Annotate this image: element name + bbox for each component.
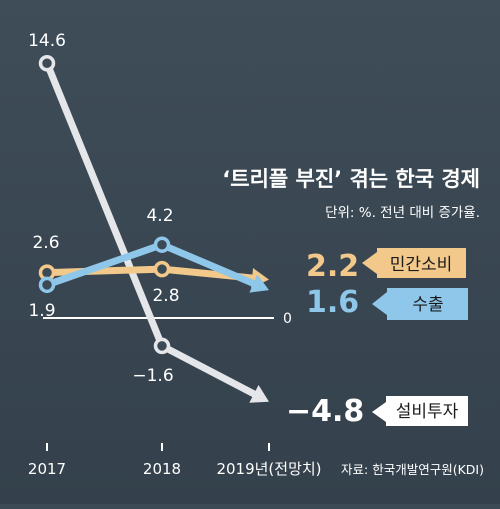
x-label-2019: 2019년(전망치) [216,460,321,478]
investment-marker-2018 [153,337,171,355]
export-line-segment-1 [43,241,166,289]
tag-investment-box [372,396,468,426]
label-consumption-2017: 2.6 [32,233,59,253]
end-value-investment: −4.8 [286,394,364,429]
label-consumption-2018: 2.8 [152,286,179,306]
source-note: 자료: 한국개발연구원(KDI) [341,462,484,477]
export-marker-2018 [153,236,171,253]
tag-consumption: 민간소비 [362,248,466,278]
investment-line-segment-1 [43,59,166,350]
end-value-consumption: 2.2 [306,249,359,284]
tag-investment: 설비투자 [372,396,468,426]
investment-marker-2017 [38,54,56,72]
series-investment [38,54,269,403]
x-label-2018: 2018 [143,460,181,478]
end-value-export: 1.6 [306,285,359,320]
x-label-2017: 2017 [28,460,66,478]
label-investment-2018: −1.6 [132,366,173,386]
series-export [38,236,269,294]
export-marker-2017 [38,276,56,294]
consumption-line-segment-1 [43,265,166,277]
consumption-marker-2018 [153,260,171,278]
export-arrow-head [249,274,269,293]
investment-line-segment-2 [158,342,258,398]
label-investment-2017: 14.6 [28,31,66,51]
label-export-2018: 4.2 [146,206,173,226]
tag-consumption-box [362,248,466,278]
chart-title: ‘트리플 부진’ 겪는 한국 경제 [222,167,480,191]
tag-export: 수출 [372,288,468,320]
investment-arrow-head [249,385,269,403]
zero-label: 0 [283,311,292,327]
export-line-segment-2 [158,241,257,287]
tag-investment-label: 설비투자 [396,402,459,422]
tag-export-label: 수출 [412,295,443,315]
chart-subtitle: 단위: %. 전년 대비 증가율. [325,205,480,221]
label-export-2017: 1.9 [28,301,55,321]
tag-export-box [372,288,468,320]
tag-consumption-label: 민간소비 [390,255,453,275]
